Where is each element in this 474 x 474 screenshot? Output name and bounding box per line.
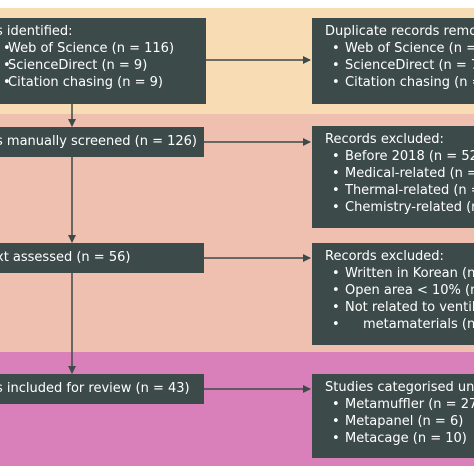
- full-text-assessed-label: xt assessed (n = 56): [0, 250, 131, 265]
- list-item: Metamuffler (n = 27: [325, 396, 474, 413]
- records-identified-list: Web of Science (n = 116) ScienceDirect (…: [0, 40, 206, 91]
- duplicates-removed-box: Duplicate records removed Web of Science…: [312, 18, 474, 104]
- studies-categorised-box: Studies categorised unde Metamuffler (n …: [312, 374, 474, 458]
- records-screened-label: s manually screened (n = 126): [0, 134, 197, 149]
- list-item: Web of Science (n = 116): [0, 40, 206, 57]
- records-excluded-heading: Records excluded:: [325, 249, 444, 264]
- studies-categorised-list: Metamuffler (n = 27 Metapanel (n = 6) Me…: [325, 396, 474, 447]
- studies-included-box: s included for review (n = 43): [0, 374, 204, 404]
- duplicates-removed-heading: Duplicate records removed: [325, 24, 474, 39]
- list-item: Written in Korean (n: [325, 265, 474, 282]
- records-excluded-heading: Records excluded:: [325, 132, 444, 147]
- records-excluded-list: Written in Korean (n Open area < 10% (n …: [325, 265, 474, 333]
- list-item: Not related to ventil: [325, 299, 474, 316]
- records-identified-box: s identified: Web of Science (n = 116) S…: [0, 18, 206, 104]
- studies-categorised-heading: Studies categorised unde: [325, 380, 474, 395]
- list-item: Thermal-related (n =: [325, 182, 474, 199]
- list-item: Medical-related (n =: [325, 165, 474, 182]
- list-item: Before 2018 (n = 52: [325, 148, 474, 165]
- list-item: Citation chasing (n = 9): [0, 74, 206, 91]
- records-excluded-screening-box: Records excluded: Before 2018 (n = 52 Me…: [312, 126, 474, 228]
- list-item: ScienceDirect (n = 9): [0, 57, 206, 74]
- list-item: Metapanel (n = 6): [325, 413, 474, 430]
- records-screened-box: s manually screened (n = 126): [0, 127, 204, 157]
- list-item: Open area < 10% (n: [325, 282, 474, 299]
- duplicates-removed-list: Web of Science (n = 7 ScienceDirect (n =…: [325, 40, 474, 91]
- list-item: ScienceDirect (n = 7: [325, 57, 474, 74]
- records-identified-heading: s identified:: [0, 24, 73, 39]
- list-item: Metacage (n = 10): [325, 430, 474, 447]
- records-excluded-eligibility-box: Records excluded: Written in Korean (n O…: [312, 243, 474, 345]
- list-item: Chemistry-related (n: [325, 199, 474, 216]
- list-item: Web of Science (n = 7: [325, 40, 474, 57]
- list-item: metamaterials (n =: [325, 316, 474, 333]
- studies-included-label: s included for review (n = 43): [0, 381, 190, 396]
- full-text-assessed-box: xt assessed (n = 56): [0, 243, 204, 273]
- records-excluded-list: Before 2018 (n = 52 Medical-related (n =…: [325, 148, 474, 216]
- list-item: Citation chasing (n =: [325, 74, 474, 91]
